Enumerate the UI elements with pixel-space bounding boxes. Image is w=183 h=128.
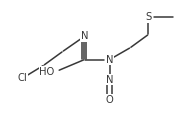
Text: N: N xyxy=(106,75,113,85)
Text: N: N xyxy=(106,55,113,65)
Text: HO: HO xyxy=(39,67,55,77)
Text: O: O xyxy=(106,95,113,105)
Text: S: S xyxy=(145,12,151,22)
Text: N: N xyxy=(81,31,88,41)
Text: Cl: Cl xyxy=(17,73,27,83)
